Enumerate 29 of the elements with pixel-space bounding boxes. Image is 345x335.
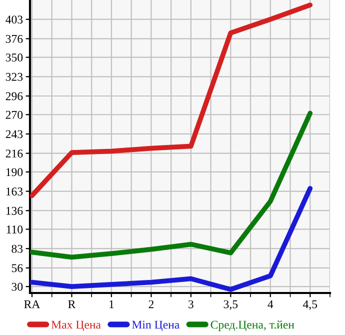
y-tick-label: 270 bbox=[6, 110, 23, 119]
line-series bbox=[30, 2, 313, 198]
x-tick-label: RA bbox=[24, 300, 40, 308]
y-tick-label: 216 bbox=[6, 150, 23, 158]
y-tick-label: 56 bbox=[12, 264, 23, 272]
legend-label: Min Цена bbox=[132, 320, 180, 332]
y-tick-label: 323 bbox=[6, 72, 23, 81]
y-tick-label: 136 bbox=[6, 206, 23, 215]
y-tick-label: 83 bbox=[12, 244, 23, 253]
x-tick-label: 1 bbox=[110, 300, 114, 308]
y-tick-label: 403 bbox=[6, 16, 23, 24]
x-tick-label: 4 bbox=[268, 300, 274, 308]
line-series bbox=[30, 110, 313, 260]
x-tick-label: R bbox=[68, 300, 76, 308]
x-tick-label: 3 bbox=[188, 300, 194, 308]
x-tick-label: 4,5 bbox=[302, 300, 318, 310]
legend-label: Сред.Цена, т.йен bbox=[210, 320, 294, 332]
x-tick-label: 2 bbox=[148, 300, 154, 308]
y-tick-label: 110 bbox=[6, 225, 23, 234]
y-tick-label: 190 bbox=[6, 168, 23, 176]
y-tick-label: 163 bbox=[6, 188, 23, 196]
legend-label: Max Цена bbox=[51, 320, 101, 332]
y-tick-label: 30 bbox=[12, 282, 23, 291]
x-tick-label: 3,5 bbox=[224, 300, 238, 310]
y-tick-label: 376 bbox=[6, 34, 23, 43]
y-tick-label: 296 bbox=[6, 92, 23, 100]
y-tick-label: 243 bbox=[6, 130, 23, 138]
y-tick-label: 350 bbox=[6, 54, 23, 62]
line-series bbox=[30, 186, 313, 292]
